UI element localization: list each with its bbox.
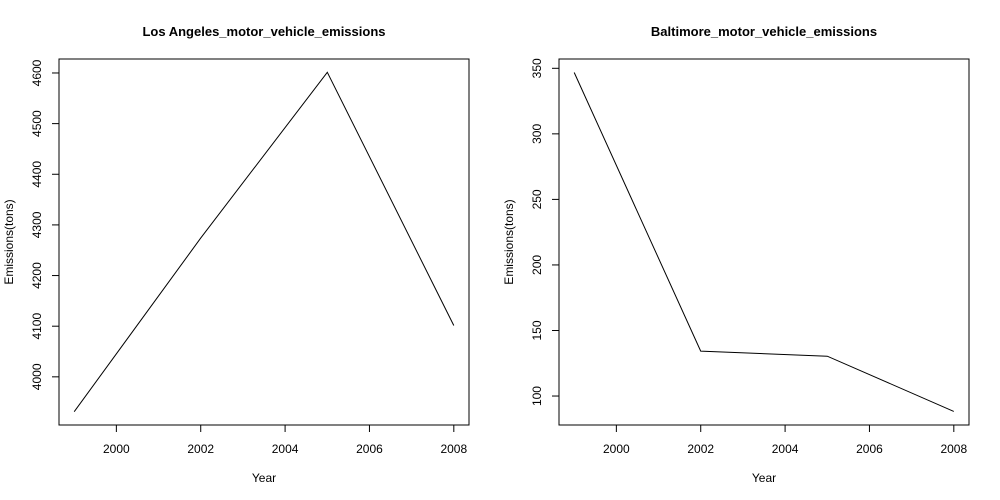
y-axis-label: Emissions(tons) <box>502 199 516 284</box>
y-tick-label: 150 <box>530 320 544 340</box>
chart-panel-1: Los Angeles_motor_vehicle_emissions Year E… <box>2 24 470 485</box>
y-tick-label: 4500 <box>30 110 44 137</box>
y-tick-label: 4200 <box>30 262 44 289</box>
x-axis-label: Year <box>252 471 276 485</box>
plot-frame <box>58 58 470 426</box>
x-tick-label: 2006 <box>856 442 883 456</box>
x-tick-label: 2004 <box>772 442 799 456</box>
series-line <box>73 71 455 412</box>
x-axis-label: Year <box>752 471 776 485</box>
y-tick-label: 4400 <box>30 161 44 188</box>
y-tick-label: 200 <box>530 255 544 275</box>
chart-title: Los Angeles_motor_vehicle_emissions <box>142 24 385 39</box>
x-tick-label: 2004 <box>272 442 299 456</box>
x-tick-label: 2008 <box>440 442 467 456</box>
x-tick-label: 2006 <box>356 442 383 456</box>
y-tick-label: 300 <box>530 124 544 144</box>
series-line <box>573 72 954 412</box>
y-tick-label: 4600 <box>30 59 44 86</box>
y-tick-label: 250 <box>530 189 544 209</box>
y-tick-label: 100 <box>530 386 544 406</box>
y-axis-label: Emissions(tons) <box>2 199 16 284</box>
chart-panel-2: Baltimore_motor_vehicle_emissions Year Emi… <box>502 24 970 485</box>
x-tick-label: 2008 <box>940 442 967 456</box>
chart-title: Baltimore_motor_vehicle_emissions <box>651 24 877 39</box>
y-tick-label: 350 <box>530 58 544 78</box>
x-tick-label: 2002 <box>187 442 214 456</box>
y-tick-label: 4100 <box>30 313 44 340</box>
y-tick-label: 4000 <box>30 363 44 390</box>
y-tick-label: 4300 <box>30 211 44 238</box>
x-tick-label: 2000 <box>603 442 630 456</box>
plot-frame <box>558 58 970 426</box>
x-tick-label: 2000 <box>103 442 130 456</box>
x-tick-label: 2002 <box>687 442 714 456</box>
